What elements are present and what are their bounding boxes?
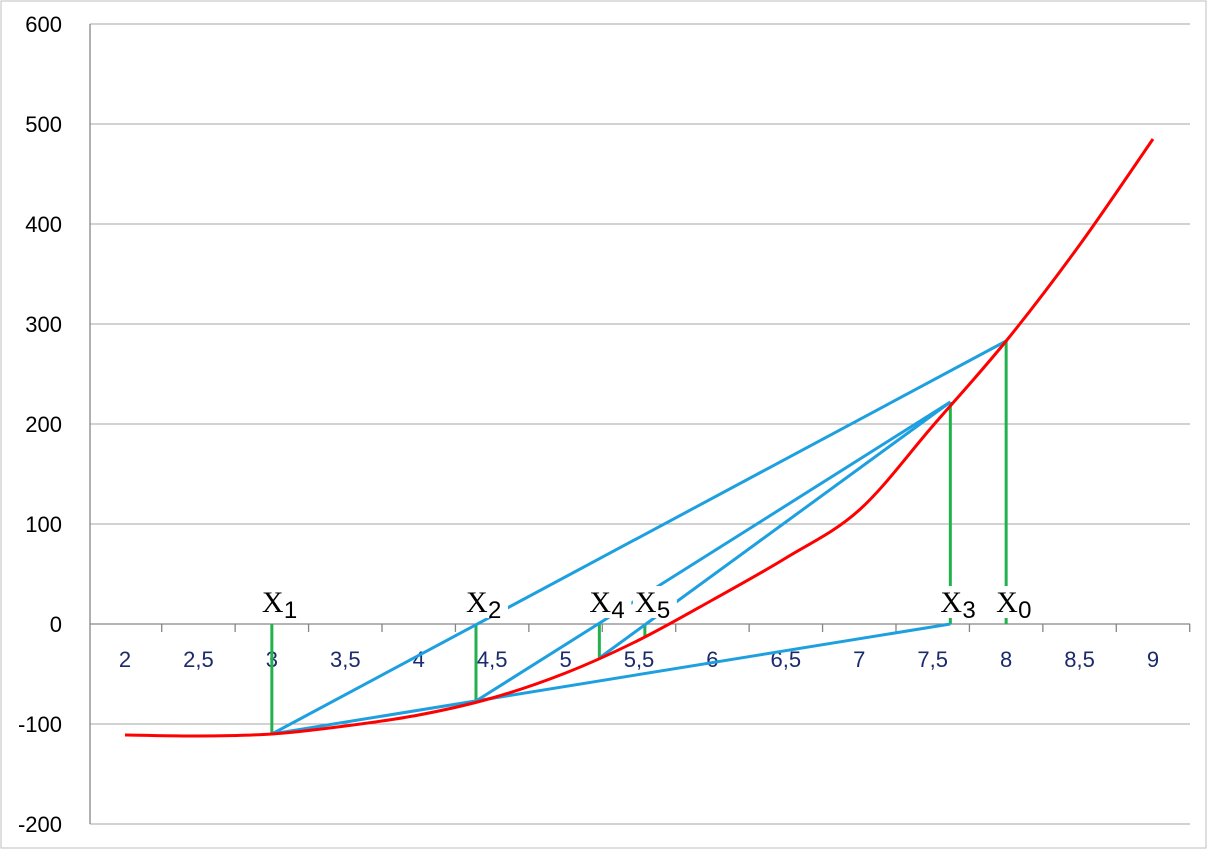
x-tick-label: 3,5 xyxy=(330,647,361,672)
iterate-label-bg xyxy=(587,586,632,618)
iterate-label-bg xyxy=(938,586,983,618)
x-tick-label: 7,5 xyxy=(917,647,948,672)
iterate-label: X xyxy=(996,586,1018,619)
x-tick-label: 2 xyxy=(119,647,131,672)
iterate-label-subscript: 0 xyxy=(1018,597,1031,624)
x-tick-label: 7 xyxy=(853,647,865,672)
iterate-label-bg xyxy=(994,586,1039,618)
secant-line xyxy=(271,622,951,736)
iterate-label-subscript: 1 xyxy=(284,597,297,624)
y-tick-label: 200 xyxy=(25,412,62,437)
x-tick-label: 4 xyxy=(413,647,425,672)
x-tick-label: 2,5 xyxy=(183,647,214,672)
x-tick-labels: 22,533,544,555,566,577,588,59 xyxy=(119,647,1159,672)
y-tick-labels: 600 500 400 300 200 100 0 -100 -200 xyxy=(18,12,62,837)
iterate-label-subscript: 2 xyxy=(488,597,501,624)
x-tick-label: 8 xyxy=(1000,647,1012,672)
x-tick-label: 4,5 xyxy=(477,647,508,672)
y-tick-label: 600 xyxy=(25,12,62,37)
iterate-label-subscript: 3 xyxy=(962,597,975,624)
iterate-label: X xyxy=(589,586,611,619)
function-curve xyxy=(124,138,1155,738)
y-tick-label: 300 xyxy=(25,312,62,337)
x-tick-label: 8,5 xyxy=(1064,647,1095,672)
secant-line xyxy=(271,339,1007,736)
y-tick-label: 500 xyxy=(25,112,62,137)
y-tick-label: -200 xyxy=(18,812,62,837)
iterate-labels: X 0X 1 X 2 X 3X 4 X 5 xyxy=(259,586,1039,624)
x-tick-label: 5,5 xyxy=(624,647,655,672)
y-tick-label: 100 xyxy=(25,512,62,537)
iterate-label: X xyxy=(940,586,962,619)
secant-line xyxy=(475,400,952,703)
y-tick-label: 0 xyxy=(50,612,62,637)
iterate-label: X xyxy=(635,586,657,619)
y-tick-label: 400 xyxy=(25,212,62,237)
function-curve-line xyxy=(124,138,1155,738)
iterate-label-bg xyxy=(259,586,304,618)
x-tick-label: 6 xyxy=(706,647,718,672)
iterate-label-bg xyxy=(463,586,508,618)
iterate-label: X xyxy=(262,586,284,619)
y-tick-label: -100 xyxy=(18,712,62,737)
iterate-label-bg xyxy=(632,586,677,618)
iterate-label-subscript: 4 xyxy=(611,597,624,624)
iterate-label-subscript: 5 xyxy=(657,597,670,624)
x-tick-label: 9 xyxy=(1147,647,1159,672)
iterate-label: X xyxy=(466,586,488,619)
x-tick-label: 5 xyxy=(559,647,571,672)
